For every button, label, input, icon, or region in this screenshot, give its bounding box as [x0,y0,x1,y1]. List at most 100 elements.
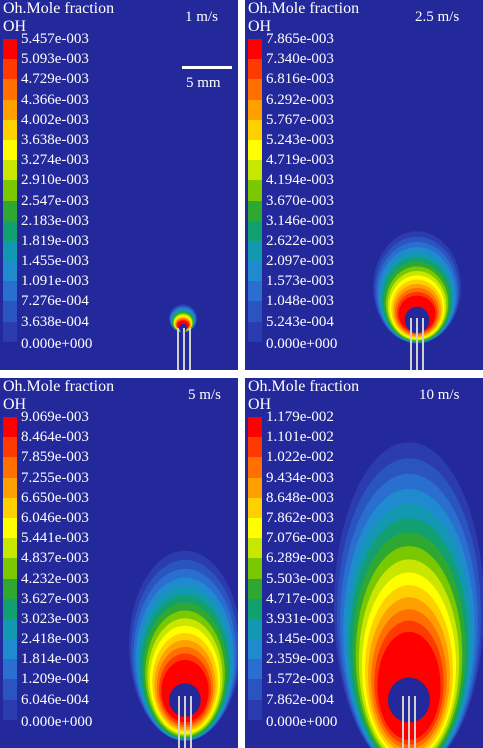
legend-value: 1.819e-003 [21,232,89,249]
panel-title: Oh.Mole fraction [3,378,115,395]
legend-swatch [248,301,262,322]
legend-value: 5.457e-003 [21,31,89,47]
legend-row: 1.209e-004 [3,671,143,700]
legend-row: 5.243e-004 [248,314,388,342]
legend-value: 1.814e-003 [21,651,89,668]
legend-row: 4.002e-003 [3,112,143,140]
legend-value: 6.046e-003 [21,509,89,526]
legend-value: 6.816e-003 [266,71,334,88]
legend-swatch [248,240,262,262]
legend-swatch [3,261,17,282]
legend-row: 1.022e-002 [248,449,388,478]
legend-swatch [3,220,17,241]
legend-row: 3.274e-003 [3,152,143,181]
legend-row: 3.670e-003 [248,193,388,221]
legend-value: 5.243e-004 [266,313,334,330]
color-legend: 7.865e-003 7.340e-003 6.816e-003 6.292e-003… [248,31,388,354]
species-label: OH [3,396,27,413]
legend-swatch [3,558,17,579]
legend-swatch [248,497,262,518]
legend-row: 5.503e-003 [248,571,388,599]
legend-value: 4.366e-003 [21,91,89,108]
legend-value: 3.274e-003 [21,152,89,169]
legend-value: 3.670e-003 [266,192,334,209]
legend-swatch [3,200,17,221]
legend-value: 5.441e-003 [21,530,89,547]
velocity-label: 10 m/s [419,387,460,403]
legend-row: 5.457e-003 [3,31,143,60]
legend-value: 3.638e-003 [21,131,89,148]
legend-swatch [3,160,17,181]
legend-row: 3.638e-004 [3,314,143,342]
legend-swatch [248,321,262,342]
legend-swatch [248,220,262,241]
species-label: OH [3,18,27,35]
legend-value: 7.255e-003 [21,469,89,486]
legend-swatch [248,659,262,680]
legend-swatch [3,180,17,201]
legend-swatch [3,578,17,599]
legend-row: 2.547e-003 [3,193,143,221]
legend-swatch [248,598,262,619]
legend-swatch [3,598,17,619]
velocity-label: 2.5 m/s [415,9,460,25]
legend-row: 5.767e-003 [248,112,388,140]
legend-row: 2.910e-003 [3,172,143,201]
legend-value: 4.717e-003 [266,590,334,607]
legend-row: 1.814e-003 [3,651,143,680]
burner-tube-wall [414,696,416,748]
legend-row: 0.000e+000 [248,336,388,354]
legend-row: 7.340e-003 [248,51,388,80]
burner-tube-wall [183,328,185,370]
legend-swatch [248,517,262,539]
legend-value: 9.069e-003 [21,409,89,425]
legend-row: 7.862e-004 [248,692,388,720]
legend-swatch [248,119,262,140]
legend-value: 8.464e-003 [21,429,89,446]
legend-value: 0.000e+000 [266,335,338,352]
burner-tube-wall [178,696,180,748]
legend-value: 1.572e-003 [266,671,334,688]
legend-value: 2.183e-003 [21,212,89,229]
legend-value: 6.046e-004 [21,691,89,708]
legend-row: 4.194e-003 [248,172,388,201]
legend-row: 3.627e-003 [3,591,143,619]
legend-swatch [3,99,17,120]
legend-swatch [3,417,17,438]
legend-row: 7.076e-003 [248,530,388,559]
flame-contour [169,304,197,370]
legend-value: 0.000e+000 [266,713,338,730]
legend-value: 7.276e-004 [21,293,89,310]
legend-row: 4.366e-003 [3,92,143,120]
legend-swatch [248,79,262,100]
legend-row: 1.455e-003 [3,253,143,282]
scale-bar-label: 5 mm [186,75,221,91]
legend-row: 0.000e+000 [3,336,143,354]
legend-row: 5.441e-003 [3,530,143,559]
legend-swatch [3,679,17,700]
legend-row: 8.464e-003 [3,429,143,458]
legend-swatch [248,699,262,720]
legend-value: 2.910e-003 [21,172,89,189]
legend-value: 1.573e-003 [266,273,334,290]
legend-swatch [248,99,262,120]
legend-row: 2.418e-003 [3,631,143,660]
legend-row: 1.572e-003 [248,671,388,700]
legend-row: 3.146e-003 [248,213,388,241]
legend-row: 6.816e-003 [248,71,388,100]
legend-value: 3.638e-004 [21,313,89,330]
legend-row: 4.729e-003 [3,71,143,100]
panel-title: Oh.Mole fraction [248,0,360,17]
legend-swatch [248,679,262,700]
legend-swatch [248,200,262,221]
legend-swatch [3,457,17,478]
legend-row: 0.000e+000 [248,714,388,732]
legend-swatch [3,139,17,161]
legend-value: 1.101e-002 [266,429,334,446]
legend-value: 7.859e-003 [21,449,89,466]
flame-contour [334,442,483,748]
legend-value: 2.097e-003 [266,253,334,270]
contour-panel: Oh.Mole fraction OH 1 m/s 5.457e-003 5.093e-… [0,0,238,370]
legend-swatch [248,261,262,282]
legend-swatch [3,59,17,80]
